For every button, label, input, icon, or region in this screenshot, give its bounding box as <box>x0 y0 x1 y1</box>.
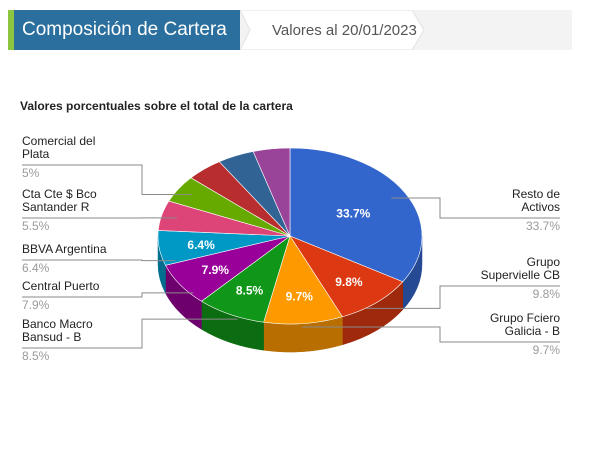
pie-slice <box>289 147 423 283</box>
callout-line <box>302 326 560 343</box>
chart-container: Valores porcentuales sobre el total de l… <box>8 88 572 428</box>
pie-chart: Valores porcentuales sobre el total de l… <box>20 99 560 363</box>
callout-value: 5% <box>22 166 40 180</box>
callout-value: 7.9% <box>22 298 50 312</box>
callout-line <box>22 292 194 298</box>
pie-slice <box>252 147 291 237</box>
pie-top <box>157 147 423 325</box>
callout-value: 33.7% <box>526 219 560 233</box>
page-title: Composición de Cartera <box>22 19 227 40</box>
callout-line <box>391 197 560 219</box>
callout-label: Comercial del <box>22 134 95 148</box>
title-box <box>14 10 240 50</box>
callout-label: Bansud - B <box>22 330 81 344</box>
callout-label: Galicia - B <box>505 324 560 338</box>
slice-data-label: 9.8% <box>335 275 363 289</box>
callout-label: Resto de <box>512 187 560 201</box>
callout-line <box>22 318 238 349</box>
callout-value: 9.7% <box>533 343 561 357</box>
slice-data-label: 9.7% <box>286 290 314 304</box>
date-label: Valores al 20/01/2023 <box>272 22 417 39</box>
callout-label: Grupo <box>527 255 561 269</box>
callout-label: Central Puerto <box>22 279 100 293</box>
callout-value: 6.4% <box>22 261 50 275</box>
callout-label: Grupo Fciero <box>490 311 560 325</box>
header-accent <box>8 10 14 50</box>
slice-data-label: 6.4% <box>187 238 215 252</box>
callout-label: BBVA Argentina <box>22 242 107 256</box>
callout-line <box>366 285 560 309</box>
callout-value: 8.5% <box>22 349 50 363</box>
date-arrow <box>240 10 425 50</box>
slice-data-label: 33.7% <box>336 206 370 220</box>
callout-value: 5.5% <box>22 219 50 233</box>
callout-label: Activos <box>521 200 560 214</box>
callout-line <box>22 164 192 196</box>
pie-slice <box>289 235 404 318</box>
callout-label: Banco Macro <box>22 317 93 331</box>
callout-line <box>22 259 175 262</box>
slice-data-label: 7.9% <box>202 263 230 277</box>
callout-label: Santander R <box>22 200 90 214</box>
callout-label: Cta Cte $ Bco <box>22 187 97 201</box>
slice-data-label: 8.5% <box>236 283 264 297</box>
callout-label: Supervielle CB <box>481 268 560 282</box>
callout-value: 9.8% <box>533 287 561 301</box>
callout-label: Plata <box>22 147 50 161</box>
chart-title: Valores porcentuales sobre el total de l… <box>20 99 293 113</box>
